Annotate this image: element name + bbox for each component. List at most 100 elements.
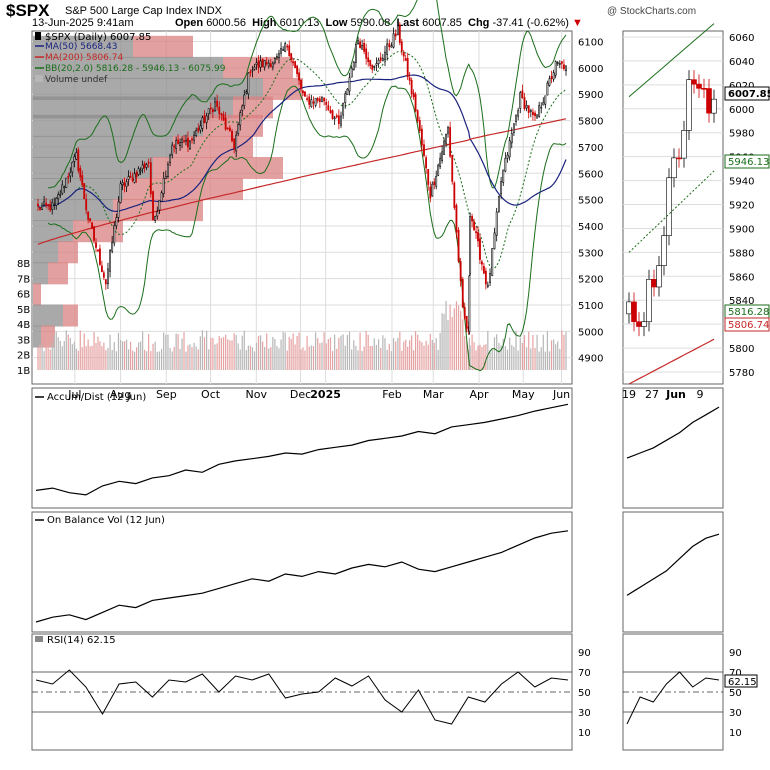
candle-body [87, 211, 90, 220]
price-tick-label: 5400 [578, 222, 603, 233]
rsi-badge-text: 62.15 [728, 677, 757, 688]
candle-body [515, 114, 517, 122]
candle-body [59, 193, 62, 196]
quote-line: Open 6000.56 High 6010.13 Low 5990.08 La… [175, 17, 583, 29]
volume-bar [81, 347, 83, 370]
zoom-rsi-tick-label: 30 [729, 708, 742, 719]
candle-body [363, 42, 366, 52]
candle-body [220, 113, 223, 116]
candle-body [298, 72, 300, 81]
candle-body [523, 97, 526, 109]
ma200-badge-text: 5806.74 [728, 320, 769, 331]
volume-bar [346, 334, 349, 370]
legend-bb: BB(20,2.0) 5816.28 - 5946.13 - 6075.99 [45, 64, 226, 74]
chg-value: -37.41 (-0.62%) [492, 17, 569, 29]
candle-body [369, 59, 372, 66]
volume-bar [300, 349, 302, 370]
volume-bar [45, 337, 47, 370]
volume-bar [139, 341, 142, 370]
zoom-candle-body [701, 88, 707, 90]
volume-bar [286, 350, 288, 370]
candle-body [542, 102, 545, 106]
volume-bar [380, 347, 382, 370]
index-name: S&P 500 Large Cap Index INDX [65, 5, 222, 17]
volume-bar [412, 350, 415, 370]
zoom-candle-body [711, 98, 717, 114]
volume-bar [431, 340, 433, 370]
zoom-rsi-tick-label: 50 [729, 688, 742, 699]
volume-bar [468, 337, 471, 370]
legend-ma50: MA(50) 5668.43 [45, 42, 117, 52]
candle-body [195, 130, 198, 136]
candle-body [233, 138, 236, 150]
candle-body [441, 151, 444, 161]
zoom-tick-label: 6060 [729, 33, 754, 44]
candle-body [312, 101, 315, 104]
candle-body [429, 186, 432, 199]
volume-bar [559, 348, 561, 370]
candle-body [271, 62, 274, 68]
candle-body [384, 51, 386, 61]
candle-body [107, 268, 109, 285]
candle-body [228, 127, 231, 132]
volume-bar [137, 342, 140, 370]
volume-bar [348, 331, 351, 370]
price-tick-label: 4900 [578, 354, 603, 365]
candle-body [280, 48, 282, 54]
candle-body [325, 102, 328, 105]
last-price-badge [724, 86, 770, 101]
candle-body [525, 105, 528, 109]
vbp-bar-up [33, 77, 263, 100]
candle-body [251, 69, 254, 72]
volume-bar [143, 349, 146, 370]
volume-bar [107, 347, 109, 370]
candle-body [97, 249, 99, 252]
volume-bar [201, 330, 204, 370]
candle-body [171, 144, 174, 156]
candle-body [447, 127, 449, 134]
candle-body [420, 128, 423, 146]
candle-body [123, 182, 126, 187]
volume-bar [259, 335, 262, 370]
candle-body [365, 48, 368, 59]
volume-bar [191, 347, 193, 370]
candle-body [261, 58, 264, 68]
candle-body [318, 98, 321, 102]
volume-bar [41, 344, 43, 370]
vbp-bar-up [33, 262, 48, 285]
obv-panel [31, 511, 573, 633]
ticker-symbol: $SPX [6, 1, 50, 20]
candle-body [55, 197, 58, 206]
zoom-x-label: 9 [697, 388, 704, 401]
volume-bar [292, 333, 294, 370]
price-legend: $SPX (Daily) 6007.85 MA(50) 5668.43 MA(2… [35, 32, 226, 85]
candle-body [292, 61, 295, 64]
candle-body [203, 115, 206, 123]
volume-bar [61, 346, 63, 370]
volume-bar [427, 344, 429, 370]
volume-bar [464, 336, 466, 370]
candle-body [556, 62, 559, 64]
volume-bar [500, 345, 502, 370]
volume-bar [163, 332, 165, 370]
zoom-bb-upper [628, 23, 715, 98]
zoom-candle-body [651, 279, 657, 288]
volume-bar [99, 341, 101, 370]
obv-line [35, 530, 569, 623]
volume-bar [63, 341, 65, 370]
legend-swatch-volume [35, 75, 43, 82]
candle-body [534, 112, 536, 117]
candle-body [235, 134, 238, 152]
volume-bar [276, 345, 278, 370]
volume-bar [502, 338, 504, 370]
rsi-tick-label: 50 [578, 688, 591, 699]
candle-body [49, 203, 52, 211]
candle-body [400, 41, 403, 52]
volume-bar [457, 305, 460, 370]
vbp-bar-up [33, 35, 133, 58]
volume-bar [460, 310, 462, 370]
zoom-accum-dist-line [626, 406, 720, 459]
candle-body [162, 177, 165, 194]
volume-bar [361, 351, 363, 370]
volume-bar [557, 341, 559, 370]
